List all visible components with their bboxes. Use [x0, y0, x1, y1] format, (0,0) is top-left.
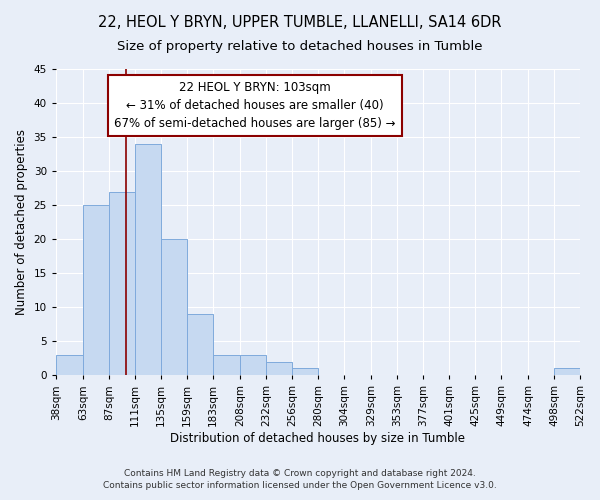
Text: Size of property relative to detached houses in Tumble: Size of property relative to detached ho… — [117, 40, 483, 53]
Y-axis label: Number of detached properties: Number of detached properties — [15, 129, 28, 315]
X-axis label: Distribution of detached houses by size in Tumble: Distribution of detached houses by size … — [170, 432, 466, 445]
Bar — [161, 239, 187, 376]
Text: 22, HEOL Y BRYN, UPPER TUMBLE, LLANELLI, SA14 6DR: 22, HEOL Y BRYN, UPPER TUMBLE, LLANELLI,… — [98, 15, 502, 30]
Text: Contains HM Land Registry data © Crown copyright and database right 2024.
Contai: Contains HM Land Registry data © Crown c… — [103, 468, 497, 490]
Bar — [292, 368, 318, 376]
Text: 22 HEOL Y BRYN: 103sqm
← 31% of detached houses are smaller (40)
67% of semi-det: 22 HEOL Y BRYN: 103sqm ← 31% of detached… — [114, 82, 396, 130]
Bar — [266, 362, 292, 376]
Bar — [213, 355, 240, 376]
Bar — [109, 192, 135, 376]
Bar — [56, 355, 83, 376]
Bar — [83, 205, 109, 376]
Bar — [240, 355, 266, 376]
Bar — [187, 314, 213, 376]
Bar — [554, 368, 580, 376]
Bar — [135, 144, 161, 376]
